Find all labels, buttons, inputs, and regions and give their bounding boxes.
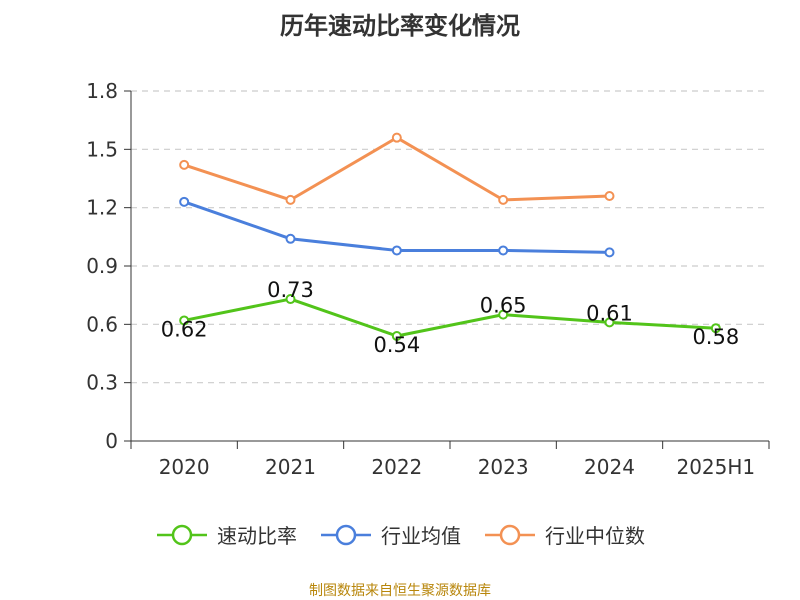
legend-label: 速动比率 bbox=[217, 524, 297, 548]
data-point bbox=[285, 194, 296, 205]
axes: 0 0.3 0.6 0.9 1.2 1.5 1.8 2020 2021 2022 2023 2024 2… bbox=[86, 79, 770, 479]
legend: 速动比率 行业均值 行业中位数 bbox=[0, 520, 800, 549]
data-label: 0.58 bbox=[692, 325, 739, 349]
x-tick-label: 2025H1 bbox=[676, 455, 755, 479]
y-tick-label: 0.3 bbox=[86, 371, 118, 395]
y-tick-label: 1.8 bbox=[86, 79, 118, 103]
legend-line-marker-icon bbox=[321, 524, 371, 545]
legend-item[interactable]: 行业中位数 bbox=[483, 520, 645, 549]
legend-line-marker-icon bbox=[157, 524, 207, 545]
x-tick-label: 2022 bbox=[371, 455, 422, 479]
series-line bbox=[183, 136, 610, 202]
data-point bbox=[179, 196, 190, 207]
y-tick-label: 0.6 bbox=[86, 312, 118, 336]
source-note: 制图数据来自恒生聚源数据库 bbox=[309, 583, 491, 599]
data-point bbox=[498, 194, 509, 205]
data-label: 0.61 bbox=[586, 301, 633, 325]
grid-lines bbox=[131, 90, 769, 384]
legend-item[interactable]: 速动比率 bbox=[155, 520, 297, 549]
data-point bbox=[391, 132, 402, 143]
x-tick-label: 2020 bbox=[159, 455, 210, 479]
data-label: 0.62 bbox=[161, 317, 208, 341]
legend-label: 行业均值 bbox=[381, 524, 461, 548]
data-point bbox=[391, 245, 402, 256]
legend-label: 行业中位数 bbox=[545, 524, 645, 548]
data-point bbox=[285, 294, 296, 305]
data-point bbox=[604, 191, 615, 201]
series-line bbox=[183, 200, 610, 254]
series-lines bbox=[179, 132, 721, 341]
x-tick-label: 2021 bbox=[265, 455, 316, 479]
data-point bbox=[498, 245, 509, 256]
y-tick-label: 1.5 bbox=[86, 137, 118, 161]
y-tick-label: 0 bbox=[105, 429, 118, 453]
data-label: 0.65 bbox=[480, 294, 527, 318]
x-tick-label: 2023 bbox=[478, 455, 529, 479]
data-point bbox=[604, 247, 615, 258]
legend-item[interactable]: 行业均值 bbox=[319, 520, 461, 549]
data-point bbox=[604, 317, 615, 328]
data-point bbox=[391, 331, 402, 341]
y-tick-label: 0.9 bbox=[86, 254, 118, 278]
chart-title: 历年速动比率变化情况 bbox=[280, 12, 520, 40]
y-tick-label: 1.2 bbox=[86, 196, 118, 220]
data-point bbox=[179, 315, 190, 326]
data-label: 0.54 bbox=[373, 333, 420, 357]
x-tick-label: 2024 bbox=[584, 455, 635, 479]
data-point bbox=[498, 309, 509, 320]
data-label: 0.73 bbox=[267, 278, 314, 302]
data-point bbox=[179, 159, 190, 170]
data-labels: 0.62 0.73 0.54 0.65 0.61 0.58 bbox=[161, 278, 739, 357]
data-point bbox=[710, 323, 721, 334]
data-point bbox=[285, 233, 296, 244]
series-line bbox=[183, 297, 716, 338]
legend-line-marker-icon bbox=[485, 524, 535, 545]
